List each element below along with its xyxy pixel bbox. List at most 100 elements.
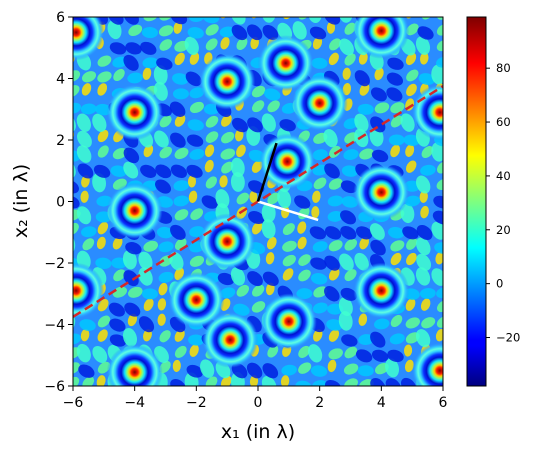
field-blob [295, 380, 312, 386]
field-blob [325, 379, 342, 386]
field-blob [341, 196, 359, 208]
field-blob [358, 52, 368, 65]
field-blob [357, 103, 374, 115]
field-blob [326, 319, 343, 331]
field-blob [231, 117, 248, 133]
field-blob [267, 192, 280, 205]
field-blob [340, 180, 358, 194]
field-blob [128, 286, 143, 298]
field-blob [329, 145, 341, 158]
field-blob [97, 145, 109, 158]
field-blob [405, 317, 420, 329]
field-blob [141, 288, 158, 300]
field-blob [338, 17, 353, 23]
field-blob [323, 129, 338, 148]
field-blob [415, 36, 431, 55]
field-blob [417, 26, 434, 40]
field-blob [436, 56, 443, 68]
field-blob [344, 346, 358, 359]
heatmap-peak [199, 213, 256, 270]
field-blob [219, 26, 236, 38]
field-blob [123, 54, 139, 71]
field-blob [93, 164, 111, 178]
field-blob [184, 36, 199, 55]
field-blob [387, 349, 404, 363]
field-blob [344, 238, 358, 251]
field-blob [251, 284, 265, 297]
field-blob [359, 236, 369, 250]
field-blob [173, 195, 190, 207]
field-blob [404, 359, 414, 373]
field-blob [113, 269, 126, 282]
y-axis: −6 −4 −2 0 2 4 6 [44, 10, 73, 395]
field-blob [236, 192, 250, 205]
field-blob [96, 236, 106, 250]
field-blob [157, 313, 166, 326]
x-tick-label: −2 [186, 395, 207, 411]
field-blob [174, 114, 186, 127]
field-blob [415, 267, 431, 286]
field-blob [387, 226, 405, 239]
field-blob [205, 24, 219, 36]
field-blob [357, 365, 374, 377]
field-blob [124, 302, 141, 317]
field-blob [189, 148, 205, 160]
field-blob [328, 329, 340, 342]
field-blob [231, 17, 246, 25]
field-blob [434, 242, 443, 254]
field-blob [122, 327, 138, 347]
field-blob [141, 26, 158, 39]
field-blob [97, 329, 108, 342]
field-blob [309, 26, 327, 40]
field-blob [416, 253, 432, 271]
field-blob [421, 145, 434, 159]
field-blob [158, 25, 174, 37]
field-blob [123, 147, 140, 164]
field-blob [159, 39, 173, 51]
field-blob [359, 148, 374, 160]
field-blob [328, 240, 343, 252]
colorbar-tick-label: 80 [496, 61, 511, 75]
field-blob [246, 362, 263, 379]
heatmap-peak [259, 133, 316, 190]
field-blob [173, 180, 190, 192]
field-blob [73, 179, 79, 194]
field-blob [261, 113, 276, 132]
field-blob [403, 344, 413, 357]
field-blob [73, 222, 79, 235]
field-blob [420, 205, 429, 219]
field-blob [205, 131, 219, 143]
field-blob [266, 282, 275, 296]
field-blob [230, 267, 246, 286]
field-blob [388, 134, 405, 146]
colorbar-tick-label: 60 [496, 115, 511, 129]
field-blob [390, 314, 403, 328]
field-blob [107, 20, 122, 40]
field-blob [328, 52, 339, 66]
field-blob [327, 195, 344, 207]
field-blob [329, 38, 341, 51]
field-blob [431, 268, 443, 286]
field-blob [343, 149, 359, 161]
field-blob [267, 100, 280, 113]
field-blob [125, 42, 142, 55]
field-blob [80, 328, 90, 342]
field-blob [436, 287, 443, 299]
field-blob [172, 73, 189, 85]
field-blob [324, 226, 342, 240]
field-blob [262, 24, 279, 41]
field-blob [298, 362, 312, 374]
field-blob [159, 330, 171, 343]
field-blob [307, 344, 323, 363]
field-blob [369, 223, 385, 240]
field-blob [421, 317, 436, 329]
field-blob [76, 343, 91, 363]
field-blob [436, 39, 443, 52]
field-blob [97, 221, 109, 235]
field-blob [172, 88, 189, 100]
field-blob [205, 176, 217, 189]
field-blob [189, 101, 204, 114]
field-blob [339, 253, 354, 271]
field-blob [127, 313, 138, 327]
colorbar-tick-label: 0 [496, 277, 503, 291]
